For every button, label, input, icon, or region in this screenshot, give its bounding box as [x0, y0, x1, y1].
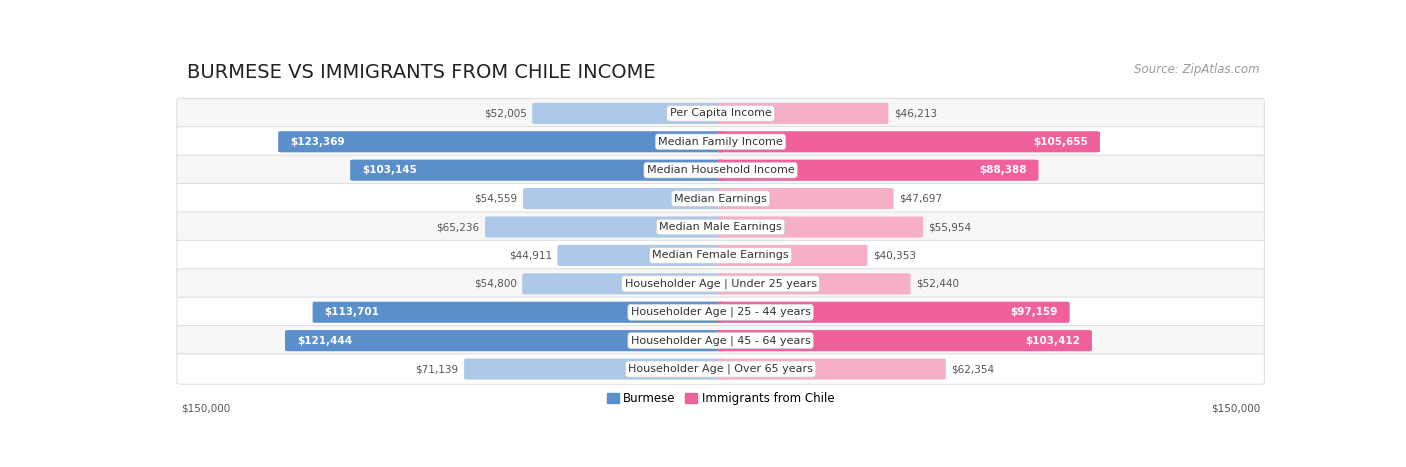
FancyBboxPatch shape — [717, 103, 889, 124]
FancyBboxPatch shape — [177, 212, 1264, 242]
FancyBboxPatch shape — [177, 127, 1264, 157]
Text: Median Earnings: Median Earnings — [675, 194, 766, 204]
FancyBboxPatch shape — [177, 325, 1264, 356]
FancyBboxPatch shape — [312, 302, 724, 323]
FancyBboxPatch shape — [717, 217, 922, 238]
Text: Median Household Income: Median Household Income — [647, 165, 794, 175]
FancyBboxPatch shape — [717, 302, 1070, 323]
Text: $123,369: $123,369 — [290, 137, 344, 147]
Text: $46,213: $46,213 — [894, 108, 936, 119]
FancyBboxPatch shape — [533, 103, 724, 124]
Text: $54,800: $54,800 — [474, 279, 517, 289]
FancyBboxPatch shape — [717, 188, 894, 209]
Text: BURMESE VS IMMIGRANTS FROM CHILE INCOME: BURMESE VS IMMIGRANTS FROM CHILE INCOME — [187, 63, 655, 82]
Text: $103,412: $103,412 — [1025, 336, 1080, 346]
FancyBboxPatch shape — [177, 354, 1264, 384]
FancyBboxPatch shape — [717, 160, 1039, 181]
Text: $97,159: $97,159 — [1011, 307, 1057, 317]
FancyBboxPatch shape — [717, 245, 868, 266]
Text: $40,353: $40,353 — [873, 250, 915, 261]
FancyBboxPatch shape — [177, 297, 1264, 327]
Text: $88,388: $88,388 — [979, 165, 1026, 175]
FancyBboxPatch shape — [350, 160, 724, 181]
Text: $52,440: $52,440 — [915, 279, 959, 289]
Text: $150,000: $150,000 — [1211, 404, 1260, 414]
Text: $113,701: $113,701 — [325, 307, 380, 317]
FancyBboxPatch shape — [522, 273, 724, 294]
FancyBboxPatch shape — [285, 330, 724, 351]
Text: $44,911: $44,911 — [509, 250, 553, 261]
FancyBboxPatch shape — [177, 184, 1264, 214]
Text: Median Family Income: Median Family Income — [658, 137, 783, 147]
Text: $62,354: $62,354 — [952, 364, 994, 374]
FancyBboxPatch shape — [177, 269, 1264, 299]
Text: Source: ZipAtlas.com: Source: ZipAtlas.com — [1135, 63, 1260, 76]
FancyBboxPatch shape — [717, 273, 911, 294]
FancyBboxPatch shape — [557, 245, 724, 266]
FancyBboxPatch shape — [177, 155, 1264, 185]
Text: $150,000: $150,000 — [181, 404, 231, 414]
Text: $121,444: $121,444 — [297, 336, 352, 346]
Text: Householder Age | 45 - 64 years: Householder Age | 45 - 64 years — [631, 335, 810, 346]
FancyBboxPatch shape — [485, 217, 724, 238]
Text: $105,655: $105,655 — [1033, 137, 1088, 147]
Text: $65,236: $65,236 — [436, 222, 479, 232]
FancyBboxPatch shape — [177, 98, 1264, 128]
FancyBboxPatch shape — [523, 188, 724, 209]
Text: Per Capita Income: Per Capita Income — [669, 108, 772, 119]
Text: Householder Age | Under 25 years: Householder Age | Under 25 years — [624, 279, 817, 289]
FancyBboxPatch shape — [177, 241, 1264, 270]
Legend: Burmese, Immigrants from Chile: Burmese, Immigrants from Chile — [602, 387, 839, 410]
Text: $71,139: $71,139 — [416, 364, 458, 374]
FancyBboxPatch shape — [717, 330, 1092, 351]
Text: $47,697: $47,697 — [898, 194, 942, 204]
FancyBboxPatch shape — [717, 359, 946, 380]
Text: Householder Age | Over 65 years: Householder Age | Over 65 years — [628, 364, 813, 375]
Text: $54,559: $54,559 — [475, 194, 517, 204]
Text: Median Female Earnings: Median Female Earnings — [652, 250, 789, 261]
Text: Median Male Earnings: Median Male Earnings — [659, 222, 782, 232]
FancyBboxPatch shape — [464, 359, 724, 380]
Text: Householder Age | 25 - 44 years: Householder Age | 25 - 44 years — [631, 307, 810, 318]
Text: $55,954: $55,954 — [928, 222, 972, 232]
Text: $103,145: $103,145 — [363, 165, 418, 175]
Text: $52,005: $52,005 — [484, 108, 527, 119]
FancyBboxPatch shape — [278, 131, 724, 152]
FancyBboxPatch shape — [717, 131, 1099, 152]
